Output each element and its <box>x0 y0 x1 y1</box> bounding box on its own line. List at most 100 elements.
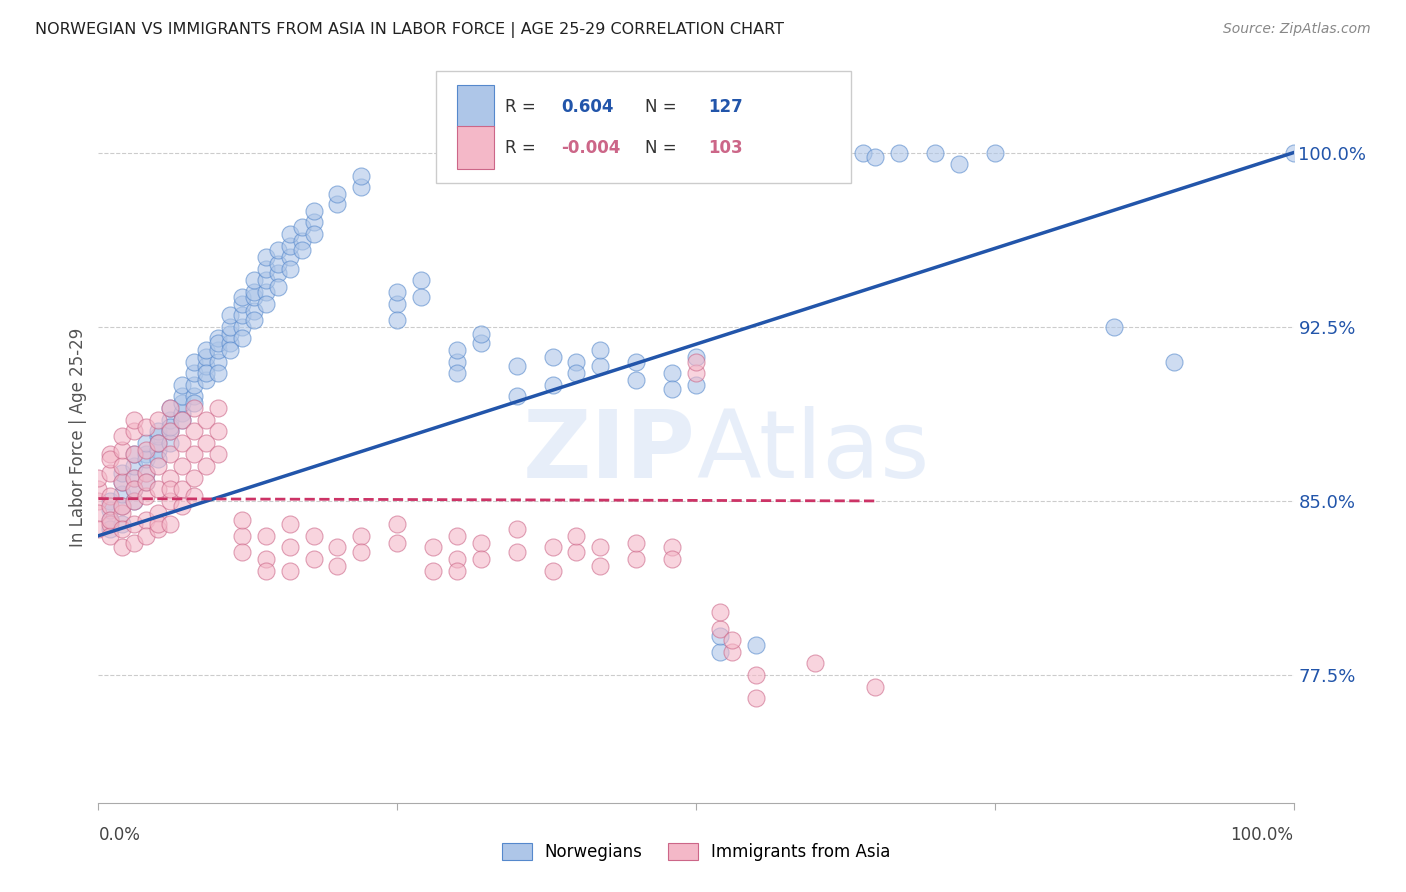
Text: N =: N = <box>645 97 682 116</box>
Point <box>148 412 170 426</box>
Point <box>302 227 325 241</box>
Point <box>291 243 314 257</box>
Point <box>411 290 433 304</box>
Point <box>159 471 181 485</box>
Point <box>135 529 157 543</box>
Point <box>326 196 349 211</box>
Point <box>446 552 468 566</box>
Point <box>1104 319 1126 334</box>
Text: R =: R = <box>505 138 541 157</box>
Point <box>326 558 349 573</box>
Text: 127: 127 <box>709 97 744 116</box>
Point <box>111 459 134 474</box>
Text: 0.0%: 0.0% <box>98 826 141 844</box>
Point <box>565 354 588 368</box>
Point <box>254 261 277 276</box>
Point <box>148 506 170 520</box>
Point <box>87 506 110 520</box>
Point <box>326 187 349 202</box>
Point <box>207 331 229 345</box>
Point <box>446 529 468 543</box>
Point <box>124 494 146 508</box>
Point <box>159 401 181 415</box>
Point <box>195 366 218 380</box>
Point <box>278 541 301 555</box>
Point <box>828 157 851 171</box>
Point <box>87 522 110 536</box>
Point <box>135 466 157 480</box>
Point <box>243 303 266 318</box>
Point <box>302 203 325 218</box>
Point <box>111 522 134 536</box>
Point <box>124 471 146 485</box>
Point <box>207 401 229 415</box>
Point <box>422 564 444 578</box>
Point <box>183 489 205 503</box>
Point <box>685 350 707 364</box>
Point <box>135 452 157 467</box>
Point <box>804 657 827 671</box>
Point <box>159 401 181 415</box>
Point <box>685 366 707 380</box>
Point <box>183 396 205 410</box>
Point <box>385 296 409 310</box>
Point <box>745 691 768 706</box>
Point <box>183 448 205 462</box>
Point <box>589 558 612 573</box>
Point <box>98 503 122 517</box>
Point <box>541 377 564 392</box>
Point <box>804 145 827 160</box>
Point <box>111 499 134 513</box>
Point <box>87 483 110 497</box>
Point <box>135 419 157 434</box>
Point <box>87 494 110 508</box>
Text: Atlas: Atlas <box>696 406 929 498</box>
Point <box>98 494 122 508</box>
Point <box>207 424 229 438</box>
Point <box>385 313 409 327</box>
Point <box>254 564 277 578</box>
Point <box>254 285 277 299</box>
Point <box>98 466 122 480</box>
Point <box>326 541 349 555</box>
Point <box>124 448 146 462</box>
Point <box>661 552 683 566</box>
Point <box>172 483 194 497</box>
Point <box>291 219 314 234</box>
Point <box>98 517 122 532</box>
Point <box>541 541 564 555</box>
Point <box>302 552 325 566</box>
Point <box>709 629 731 643</box>
Point <box>135 442 157 457</box>
Point <box>865 680 887 694</box>
Point <box>661 541 683 555</box>
Point <box>721 645 744 659</box>
Text: NORWEGIAN VS IMMIGRANTS FROM ASIA IN LABOR FORCE | AGE 25-29 CORRELATION CHART: NORWEGIAN VS IMMIGRANTS FROM ASIA IN LAB… <box>35 22 785 38</box>
Point <box>267 243 290 257</box>
Point <box>124 424 146 438</box>
Point <box>506 522 529 536</box>
Point <box>172 389 194 403</box>
Point <box>1282 145 1305 160</box>
Text: ZIP: ZIP <box>523 406 696 498</box>
Point <box>148 517 170 532</box>
Point <box>865 150 887 164</box>
Point <box>183 401 205 415</box>
Point <box>243 313 266 327</box>
Point <box>111 466 134 480</box>
Point <box>124 483 146 497</box>
Point <box>219 308 242 322</box>
Point <box>302 529 325 543</box>
Point <box>124 535 146 549</box>
Point <box>111 517 134 532</box>
Point <box>159 412 181 426</box>
Point <box>183 424 205 438</box>
Point <box>159 517 181 532</box>
Point <box>159 424 181 438</box>
Point <box>626 373 648 387</box>
Point <box>159 448 181 462</box>
Point <box>231 319 253 334</box>
Point <box>589 359 612 374</box>
Point <box>135 489 157 503</box>
Text: 100.0%: 100.0% <box>1230 826 1294 844</box>
